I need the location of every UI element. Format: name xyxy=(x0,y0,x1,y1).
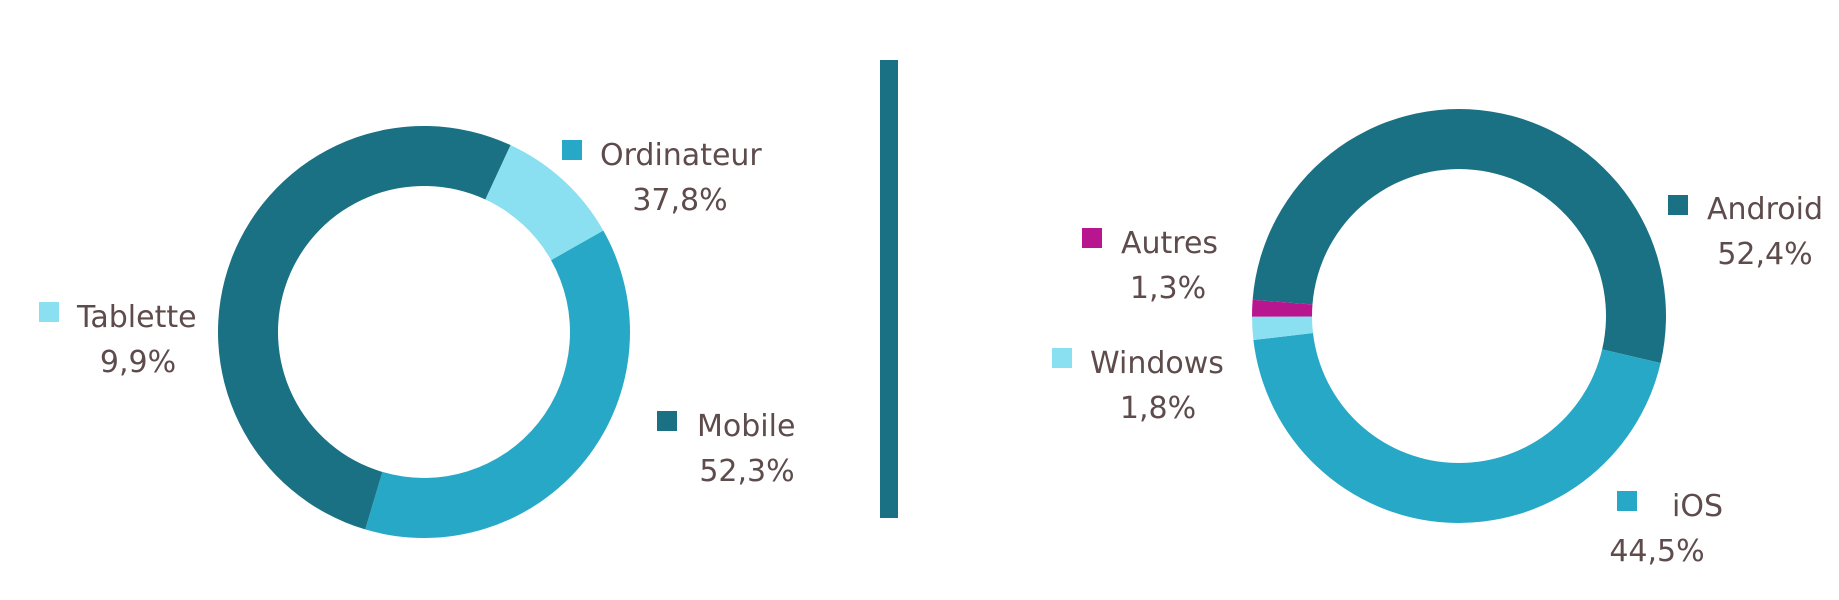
slice-label-tablette: Tablette xyxy=(76,300,197,335)
donut-slice-android xyxy=(1252,108,1666,364)
legend-swatch-autres xyxy=(1082,228,1102,248)
legend-swatch-ordinateur xyxy=(562,140,582,160)
legend-swatch-mobile xyxy=(657,411,677,431)
slice-label-android: Android xyxy=(1707,192,1823,227)
slice-label-ios: iOS xyxy=(1672,489,1723,524)
slice-label-ordinateur: Ordinateur xyxy=(600,138,762,173)
donut-chart-devices: Ordinateur 37,8% Mobile 52,3% Tablette 9,9% xyxy=(39,126,795,539)
donut-slice-ordinateur xyxy=(365,230,630,539)
slice-value-windows: 1,8% xyxy=(1120,391,1196,426)
donut-slice-mobile xyxy=(218,126,511,530)
legend-swatch-windows xyxy=(1052,348,1072,368)
slice-value-ios: 44,5% xyxy=(1609,534,1704,569)
donut-slice-windows xyxy=(1252,316,1313,341)
slice-value-mobile: 52,3% xyxy=(699,454,794,489)
legend-swatch-ios xyxy=(1617,491,1637,511)
donut-slice-tablette xyxy=(485,145,604,261)
legend-swatch-tablette xyxy=(39,302,59,322)
slice-value-android: 52,4% xyxy=(1717,237,1812,272)
slice-value-ordinateur: 37,8% xyxy=(632,183,727,218)
legend-swatch-android xyxy=(1668,195,1688,215)
slice-label-autres: Autres xyxy=(1121,226,1218,261)
chart-divider xyxy=(880,60,898,518)
donut-chart-os: Android 52,4% iOS 44,5% Windows 1,8% Autres 1,3… xyxy=(1052,108,1823,569)
slice-label-windows: Windows xyxy=(1090,346,1224,381)
slice-label-mobile: Mobile xyxy=(697,409,795,444)
donut-slice-ios xyxy=(1253,333,1661,523)
slice-value-tablette: 9,9% xyxy=(100,345,176,380)
slice-value-autres: 1,3% xyxy=(1130,271,1206,306)
donut-slice-autres xyxy=(1251,299,1313,317)
